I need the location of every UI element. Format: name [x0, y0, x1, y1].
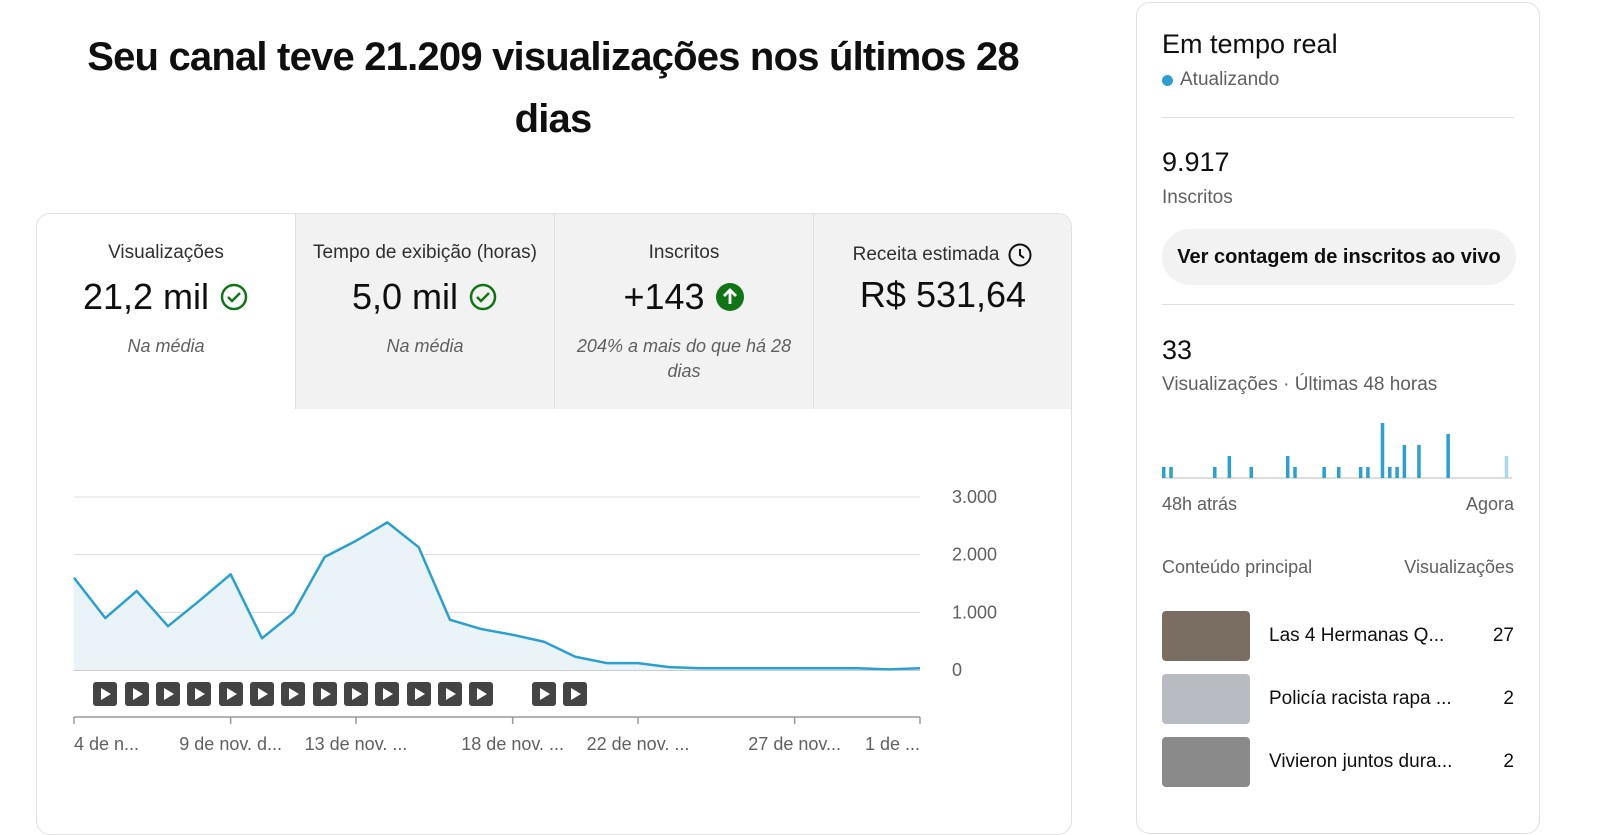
- bar: [1293, 467, 1297, 478]
- live-count-button[interactable]: Ver contagem de inscritos ao vivo: [1162, 229, 1516, 285]
- views-count: 33: [1162, 335, 1193, 365]
- bar: [1227, 456, 1232, 478]
- area: [74, 522, 920, 670]
- x-tick-label: 4 de n...: [74, 734, 139, 754]
- metric-tab[interactable]: Receita estimada R$ 531,64: [813, 214, 1071, 409]
- bar: [1213, 467, 1217, 478]
- y-tick-label: 3.000: [952, 487, 997, 507]
- status: Atualizando: [1162, 69, 1279, 91]
- bar: [1162, 467, 1166, 478]
- metric-label: Visualizações: [108, 242, 224, 263]
- bar: [1366, 467, 1370, 478]
- metric-tab[interactable]: Tempo de exibição (horas) 5,0 mil Na méd…: [295, 214, 554, 409]
- x-tick-label: 27 de nov...: [748, 734, 841, 754]
- bar: [1380, 423, 1385, 478]
- y-tick-label: 0: [952, 660, 962, 680]
- bar: [1388, 467, 1392, 478]
- x-tick-label: 13 de nov. ...: [305, 734, 408, 754]
- metric-tab[interactable]: Inscritos +143 204% a mais do que há 28 …: [554, 214, 813, 409]
- metric-tab[interactable]: Visualizações 21,2 mil Na média: [37, 214, 295, 409]
- item-views: 2: [1503, 688, 1514, 709]
- item-views: 2: [1503, 751, 1514, 772]
- bar: [1402, 445, 1407, 478]
- metric-value: +143: [623, 276, 705, 317]
- bar: [1504, 456, 1509, 478]
- range-start: 48h atrás: [1162, 494, 1238, 514]
- metric-value: R$ 531,64: [859, 274, 1027, 315]
- divider: [1162, 304, 1514, 305]
- thumbnail[interactable]: [1162, 674, 1250, 724]
- realtime-panel: Em tempo real Atualizando 9.917 Inscrito…: [1136, 2, 1540, 834]
- x-tick-label: 18 de nov. ...: [461, 734, 564, 754]
- up-icon: [715, 283, 744, 311]
- metric-note: Na média: [386, 336, 464, 356]
- views-label: Visualizações · Últimas 48 horas: [1162, 374, 1438, 395]
- bar: [1249, 467, 1253, 478]
- metric-note: Na média: [127, 336, 205, 356]
- page-title: Seu canal teve 21.209 visualizações nos …: [87, 35, 1019, 141]
- x-tick-label: 1 de ...: [865, 734, 920, 754]
- line: [73, 521, 921, 671]
- metric-value: 21,2 mil: [82, 276, 210, 317]
- item-title[interactable]: Vivieron juntos dura...: [1269, 751, 1453, 772]
- x-tick-label: 9 de nov. d...: [179, 734, 282, 754]
- metric-label-text: Receita estimada: [852, 244, 1000, 265]
- bar: [1285, 456, 1290, 478]
- status-dot: [1162, 74, 1173, 86]
- subscriber-count: 9.917: [1162, 147, 1230, 177]
- divider: [1162, 117, 1514, 118]
- clock-icon: [1008, 243, 1032, 267]
- metric-label: Inscritos: [648, 242, 720, 263]
- bar: [1358, 467, 1363, 478]
- item-views: 27: [1492, 625, 1514, 646]
- bar: [1417, 445, 1421, 478]
- bar: [1322, 467, 1326, 478]
- realtime-title: Em tempo real: [1162, 29, 1338, 59]
- views-header: Visualizações: [1404, 557, 1514, 577]
- check-icon: [220, 283, 248, 311]
- page: 0 1.000 2.000 3.000 4 de n... 9 de nov. d... 1…: [36, 2, 1540, 835]
- bar: [1337, 467, 1341, 478]
- metric-note: 204% a mais do que há 28 dias: [576, 336, 792, 381]
- charts: 0 1.000 2.000 3.000 4 de n... 9 de nov. d... 1…: [73, 423, 1512, 754]
- bar: [1395, 467, 1399, 478]
- metrics-card: Visualizações 21,2 mil Na média Tempo de…: [36, 213, 1072, 835]
- thumbnail[interactable]: [1162, 611, 1250, 661]
- thumbnail[interactable]: [1162, 737, 1250, 787]
- top-content-header: Conteúdo principal: [1162, 557, 1313, 577]
- bar: [1169, 467, 1173, 478]
- y-tick-label: 1.000: [952, 602, 997, 622]
- x-tick-label: 22 de nov. ...: [587, 734, 690, 754]
- item-title[interactable]: Policía racista rapa ...: [1269, 688, 1452, 709]
- range-end: Agora: [1465, 494, 1514, 514]
- metric-label: Receita estimada: [814, 242, 1071, 268]
- y-tick-label: 2.000: [952, 545, 997, 565]
- check-icon: [469, 283, 497, 311]
- bar: [1446, 434, 1450, 478]
- item-title[interactable]: Las 4 Hermanas Q...: [1269, 625, 1445, 646]
- status-text: Atualizando: [1180, 69, 1280, 90]
- metric-label: Tempo de exibição (horas): [313, 242, 537, 263]
- subscriber-label: Inscritos: [1162, 187, 1233, 208]
- metric-value: 5,0 mil: [351, 276, 459, 317]
